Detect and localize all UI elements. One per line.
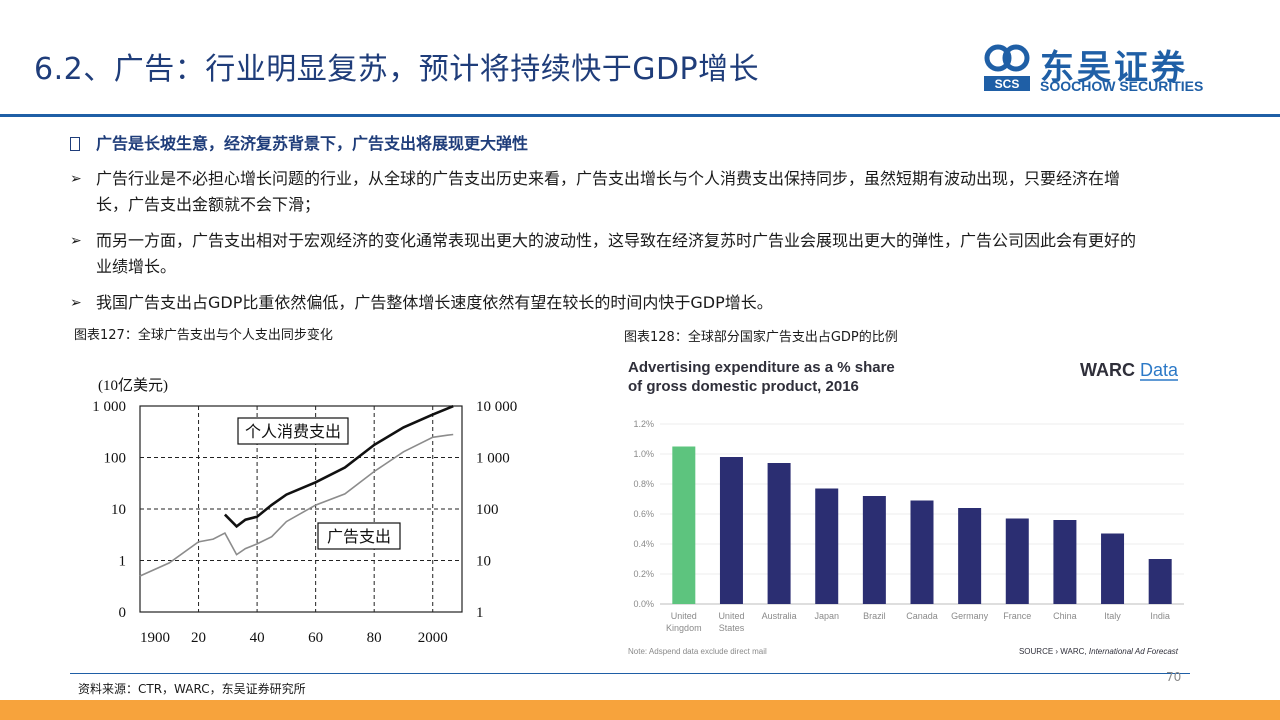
x-axis-category-label: United (718, 611, 744, 621)
title-divider (0, 114, 1280, 117)
bar (672, 446, 696, 604)
advertising-label-box (317, 522, 401, 550)
y-axis-tick-label: 1.2% (633, 419, 654, 429)
chart-source-publication: International Ad Forecast (1089, 647, 1179, 656)
footer-source: 资料来源：CTR，WARC，东吴证券研究所 (78, 682, 306, 696)
lead-text: 广告是长坡生意，经济复苏背景下，广告支出将展现更大弹性 (96, 134, 529, 153)
scs-logo-icon: SCS (984, 44, 1030, 91)
warc-brand-suffix: Data (1140, 360, 1179, 380)
bar (1005, 518, 1029, 604)
bullet-item: ➢ 我国广告支出占GDP比重依然偏低，广告整体增长速度依然有望在较长的时间内快于… (70, 290, 1150, 316)
page-title: 6.2、广告：行业明显复苏，预计将持续快于GDP增长 (34, 52, 760, 87)
bar (1148, 559, 1172, 604)
logo-chinese-name: 东吴证券 (1040, 48, 1188, 88)
x-axis-tick-label: 80 (367, 630, 382, 646)
unit-label: (10亿美元) (98, 377, 168, 394)
bar (910, 500, 934, 604)
bar (815, 488, 839, 604)
warc-brand: WARC Data (1080, 360, 1179, 380)
company-logo: SCS 东吴证券 SOOCHOW SECURITIES (984, 42, 1214, 96)
footer-divider (70, 673, 1190, 674)
chart-source-prefix: SOURCE › WARC, (1019, 647, 1089, 656)
x-axis-category-label: Italy (1104, 611, 1121, 621)
x-axis-tick-label: 2000 (418, 630, 448, 646)
consumer-spending-label-box (237, 417, 349, 445)
chart-source: SOURCE › WARC, International Ad Forecast (1019, 647, 1179, 656)
x-axis-category-label: Brazil (863, 611, 886, 621)
x-axis-category-label: United (671, 611, 697, 621)
consumer-spending-series-label: 个人消费支出 (245, 422, 341, 441)
y-axis-tick-label: 0.2% (633, 569, 654, 579)
arrow-bullet-icon: ➢ (70, 171, 82, 187)
y-axis-tick-label: 0.0% (633, 599, 654, 609)
warc-brand-name: WARC (1080, 360, 1140, 380)
arrow-bullet-icon: ➢ (70, 233, 82, 249)
bar (958, 508, 982, 604)
bullet-item: ➢ 广告行业是不必担心增长问题的行业，从全球的广告支出历史来看，广告支出增长与个… (70, 166, 1150, 218)
bullet-text: 我国广告支出占GDP比重依然偏低，广告整体增长速度依然有望在较长的时间内快于GD… (96, 293, 773, 312)
x-axis-category-label: Canada (906, 611, 938, 621)
right-axis-tick-label: 100 (476, 502, 499, 518)
left-axis-tick-label: 0 (119, 605, 127, 621)
advertising-spend-line (139, 433, 454, 577)
chart-note: Note: Adspend data exclude direct mail (628, 647, 767, 656)
right-axis-tick-label: 10 (476, 554, 491, 570)
right-axis-tick-label: 1 000 (476, 451, 510, 467)
square-bullet-icon (70, 137, 80, 151)
left-axis-tick-label: 10 (111, 502, 126, 518)
x-axis-tick-label: 20 (191, 630, 206, 646)
x-axis-category-label: Germany (951, 611, 989, 621)
left-axis-tick-label: 100 (104, 451, 127, 467)
y-axis-tick-label: 0.6% (633, 509, 654, 519)
x-axis-category-label: Australia (762, 611, 797, 621)
x-axis-tick-label: 60 (308, 630, 323, 646)
bar (1101, 533, 1125, 604)
x-axis-category-label: States (719, 623, 745, 633)
page-number: 70 (1166, 670, 1182, 684)
lead-statement: 广告是长坡生意，经济复苏背景下，广告支出将展现更大弹性 (70, 130, 528, 154)
bullet-text: 而另一方面，广告支出相对于宏观经济的变化通常表现出更大的波动性，这导致在经济复苏… (96, 231, 1137, 276)
bullet-text: 广告行业是不必担心增长问题的行业，从全球的广告支出历史来看，广告支出增长与个人消… (96, 169, 1121, 214)
x-axis-category-label: China (1053, 611, 1077, 621)
left-axis-tick-label: 1 (119, 554, 127, 570)
logo-mark-text: SCS (995, 77, 1020, 91)
right-figure-caption: 图表128：全球部分国家广告支出占GDP的比例 (624, 330, 898, 345)
chart-background (618, 350, 1190, 662)
x-axis-tick-label: 40 (250, 630, 265, 646)
consumer-spending-line (223, 404, 454, 529)
bar (862, 496, 886, 604)
x-axis-category-label: Japan (814, 611, 839, 621)
right-axis-tick-label: 10 000 (476, 399, 517, 415)
y-axis-tick-label: 0.8% (633, 479, 654, 489)
chart-title: Advertising expenditure as a % share (628, 359, 895, 376)
bar (1053, 520, 1077, 604)
bar (767, 463, 791, 604)
advertising-series-label: 广告支出 (327, 527, 391, 546)
bottom-accent-band (0, 700, 1280, 720)
right-axis-tick-label: 1 (476, 605, 484, 621)
x-axis-category-label: Kingdom (666, 623, 702, 633)
bullet-item: ➢ 而另一方面，广告支出相对于宏观经济的变化通常表现出更大的波动性，这导致在经济… (70, 228, 1150, 280)
chart-title: of gross domestic product, 2016 (628, 378, 859, 395)
left-axis-tick-label: 1 000 (92, 399, 126, 415)
warc-adspend-gdp-chart: Advertising expenditure as a % share of g… (618, 350, 1190, 662)
bar (719, 457, 743, 604)
x-axis-tick-label: 1900 (140, 630, 170, 646)
y-axis-tick-label: 0.4% (633, 539, 654, 549)
x-axis-category-label: India (1150, 611, 1170, 621)
arrow-bullet-icon: ➢ (70, 295, 82, 311)
logo-english-name: SOOCHOW SECURITIES (1040, 78, 1204, 94)
left-figure-caption: 图表127：全球广告支出与个人支出同步变化 (74, 328, 333, 343)
x-axis-category-label: France (1003, 611, 1031, 621)
y-axis-tick-label: 1.0% (633, 449, 654, 459)
